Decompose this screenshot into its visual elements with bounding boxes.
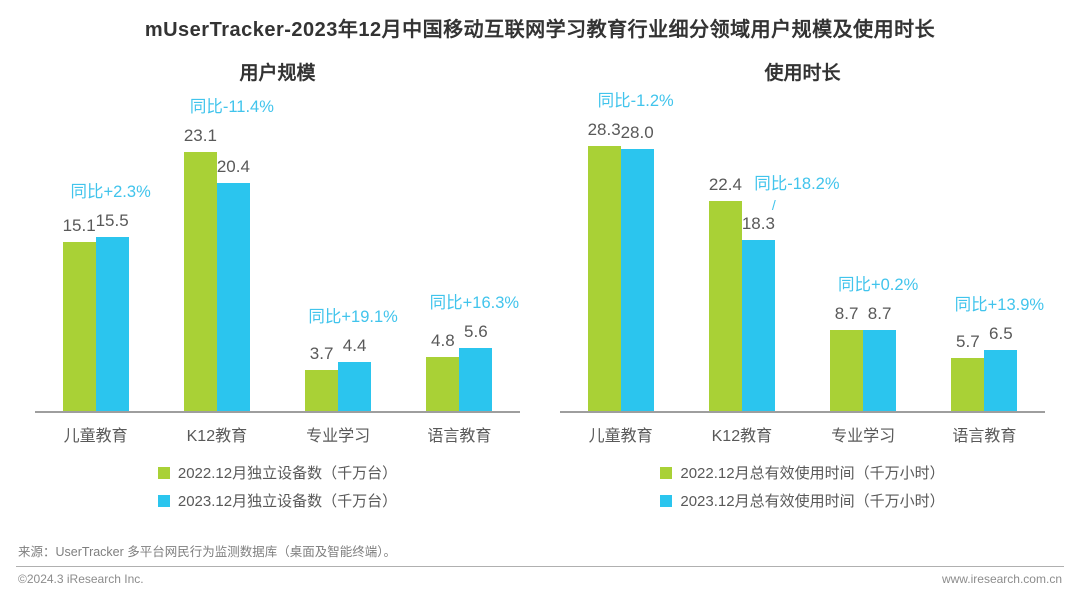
bar-value-label: 8.7 xyxy=(867,303,892,323)
bar-group: 8.7 8.7 同比+0.2% xyxy=(803,93,924,411)
chart-title: 用户规模 xyxy=(239,63,316,84)
category-label: 语言教育 xyxy=(427,428,492,445)
bar-value-label: 5.7 xyxy=(956,331,980,351)
bar-group: 28.3 28.0 同比-1.2% xyxy=(560,92,681,411)
bar-value-label: 28.3 xyxy=(587,120,621,140)
chart-title: 使用时长 xyxy=(764,63,841,84)
bar-value-label: 18.3 xyxy=(741,213,775,233)
bar-value-label: 6.5 xyxy=(989,324,1013,344)
category-axis: 儿童教育 K12教育 专业学习 语言教育 xyxy=(35,422,520,446)
bar-blue xyxy=(863,329,897,411)
category-axis: 儿童教育 K12教育 专业学习 语言教育 xyxy=(560,422,1045,446)
yoy-annotation: 同比+16.3% xyxy=(429,294,520,313)
bar-blue xyxy=(338,361,372,411)
category-label: 语言教育 xyxy=(952,428,1017,445)
bar-group: 5.7 6.5 同比+13.9% xyxy=(924,93,1045,411)
legend-row: 2022.12月独立设备数（千万台） xyxy=(157,462,398,483)
legend-marker-blue xyxy=(660,494,673,507)
copyright-text: ©2024.3 iResearch Inc. xyxy=(18,572,144,586)
bar-value-label: 22.4 xyxy=(708,175,742,195)
bar-value-label: 4.8 xyxy=(431,331,455,351)
legend: 2022.12月独立设备数（千万台） 2023.12月独立设备数（千万台） xyxy=(35,462,520,511)
website-text: www.iresearch.com.cn xyxy=(941,572,1062,586)
bar-green xyxy=(708,201,742,411)
bar-value-label: 3.7 xyxy=(309,343,334,363)
bar-blue xyxy=(984,350,1018,411)
page-title: mUserTracker-2023年12月中国移动互联网学习教育行业细分领域用户… xyxy=(144,19,936,41)
yoy-annotation: 同比-18.2% xyxy=(754,175,840,194)
category-label: 专业学习 xyxy=(831,428,896,445)
bar-blue xyxy=(620,148,654,411)
category-label: 儿童教育 xyxy=(588,428,653,445)
footer-divider xyxy=(16,566,1064,567)
legend-marker-green xyxy=(660,466,673,479)
bar-group: 22.4 18.3 同比-18.2% / xyxy=(681,93,840,411)
legend-label: 2022.12月总有效使用时间（千万小时） xyxy=(680,465,945,482)
legend-row: 2023.12月总有效使用时间（千万小时） xyxy=(660,490,945,511)
legend-marker-green xyxy=(157,466,170,479)
charts-row: 用户规模 15.1 15.5 同比+2.3% 23.1 20.4 同比-11.4% 3.7 4… xyxy=(0,48,1080,511)
bar-green xyxy=(951,357,985,411)
chart-panel-user-scale: 用户规模 15.1 15.5 同比+2.3% 23.1 20.4 同比-11.4% 3.7 4… xyxy=(35,48,520,511)
category-label: K12教育 xyxy=(711,428,773,445)
bar-value-label: 4.4 xyxy=(342,335,367,355)
annotation-leader-slash: / xyxy=(771,197,776,214)
bar-group: 4.8 5.6 同比+16.3% xyxy=(399,93,520,411)
yoy-annotation: 同比-11.4% xyxy=(189,98,274,117)
bar-group: 3.7 4.4 同比+19.1% xyxy=(278,93,399,411)
bar-green xyxy=(830,329,864,411)
yoy-annotation: 同比+19.1% xyxy=(308,307,398,326)
yoy-annotation: 同比+2.3% xyxy=(70,183,151,202)
bar-green xyxy=(587,146,621,411)
bar-value-label: 8.7 xyxy=(834,303,859,323)
yoy-annotation: 同比+0.2% xyxy=(838,275,919,294)
bar-value-label: 23.1 xyxy=(183,126,217,146)
bar-blue xyxy=(741,239,775,411)
yoy-annotation: 同比-1.2% xyxy=(597,92,674,111)
plot-area: 15.1 15.5 同比+2.3% 23.1 20.4 同比-11.4% 3.7 4.4 同比+… xyxy=(35,93,520,413)
bar-green xyxy=(426,357,460,411)
bar-value-label: 5.6 xyxy=(464,322,488,342)
legend-label: 2023.12月独立设备数（千万台） xyxy=(177,493,398,510)
bar-group: 15.1 15.5 同比+2.3% xyxy=(35,93,156,411)
footer: ©2024.3 iResearch Inc. www.iresearch.com… xyxy=(18,572,1062,586)
bar-value-label: 20.4 xyxy=(216,156,250,176)
legend: 2022.12月总有效使用时间（千万小时） 2023.12月总有效使用时间（千万小… xyxy=(560,462,1045,511)
bar-value-label: 15.5 xyxy=(95,211,129,231)
legend-marker-blue xyxy=(157,494,170,507)
yoy-annotation: 同比+13.9% xyxy=(954,296,1045,315)
chart-panel-usage-duration: 使用时长 28.3 28.0 同比-1.2% 22.4 18.3 同比-18.2% / 8.7… xyxy=(560,48,1045,511)
plot-area: 28.3 28.0 同比-1.2% 22.4 18.3 同比-18.2% / 8.7 8.7 同比… xyxy=(560,92,1045,413)
bar-green xyxy=(305,369,339,411)
legend-label: 2023.12月总有效使用时间（千万小时） xyxy=(680,493,945,510)
legend-label: 2022.12月独立设备数（千万台） xyxy=(177,465,398,482)
category-label: K12教育 xyxy=(186,428,248,445)
bar-green xyxy=(62,241,96,411)
bar-blue xyxy=(459,348,493,411)
bar-green xyxy=(183,152,217,411)
bar-group: 23.1 20.4 同比-11.4% xyxy=(156,93,277,411)
bar-blue xyxy=(216,182,250,411)
bar-blue xyxy=(95,237,129,411)
category-label: 专业学习 xyxy=(306,428,371,445)
source-note: 来源：UserTracker 多平台网民行为监测数据库（桌面及智能终端）。 xyxy=(18,545,397,559)
category-label: 儿童教育 xyxy=(63,428,128,445)
bar-value-label: 28.0 xyxy=(620,122,654,142)
legend-row: 2023.12月独立设备数（千万台） xyxy=(157,490,398,511)
legend-row: 2022.12月总有效使用时间（千万小时） xyxy=(660,462,945,483)
bar-value-label: 15.1 xyxy=(62,215,96,235)
